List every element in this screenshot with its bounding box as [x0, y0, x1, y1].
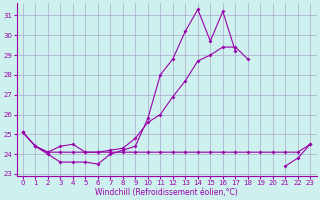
- X-axis label: Windchill (Refroidissement éolien,°C): Windchill (Refroidissement éolien,°C): [95, 188, 238, 197]
